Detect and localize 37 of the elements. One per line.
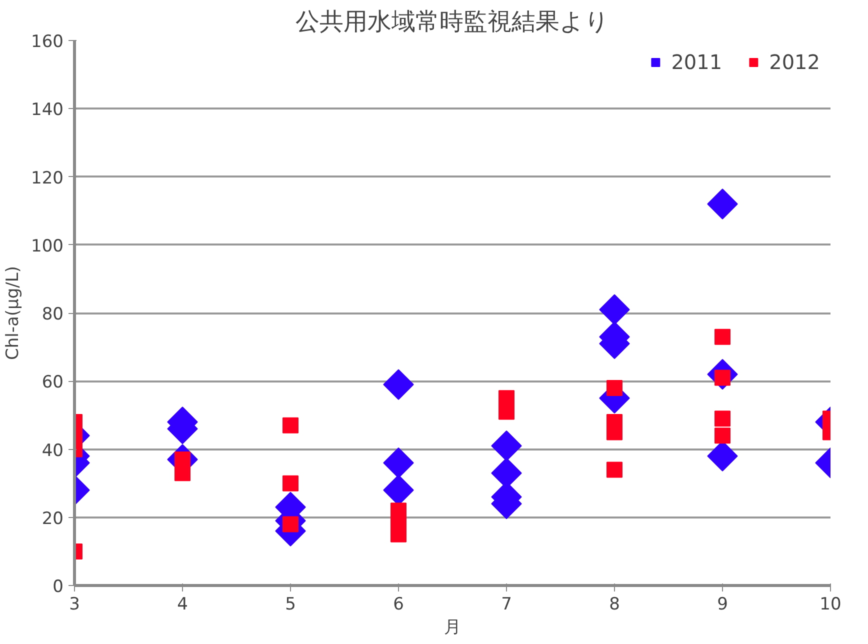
point: [707, 188, 738, 220]
y-tick-label: 20: [42, 508, 64, 529]
point: [282, 475, 298, 492]
point: [174, 465, 190, 482]
point: [282, 417, 298, 434]
legend-label: 2011: [671, 50, 722, 74]
x-tick-label: 9: [717, 594, 728, 614]
x-tick-label: 5: [285, 594, 296, 614]
x-tick-label: 10: [820, 594, 842, 614]
x-tick-label: 7: [501, 594, 512, 614]
point: [714, 428, 730, 444]
point: [491, 430, 522, 462]
chart-title: 公共用水域常時監視結果より: [296, 8, 610, 36]
x-tick-label: 6: [393, 594, 404, 614]
point: [383, 448, 414, 478]
y-tick-label: 60: [42, 372, 64, 393]
point: [606, 462, 622, 478]
y-tick-label: 40: [42, 440, 64, 461]
x-tick-label: 8: [609, 594, 620, 614]
legend-label: 2012: [769, 50, 820, 74]
x-axis-title: 月: [444, 618, 461, 638]
point: [282, 516, 298, 532]
x-tick-label: 4: [177, 594, 188, 614]
y-tick-label: 80: [42, 304, 64, 324]
point: [383, 369, 414, 400]
y-tick-label: 0: [52, 577, 64, 597]
point: [498, 404, 514, 420]
y-tick-label: 120: [31, 168, 64, 188]
x-tick-label: 3: [69, 594, 80, 614]
y-tick-label: 140: [31, 100, 64, 120]
y-tick-label: 100: [31, 236, 64, 256]
y-axis-title: Chl-a(µg/L): [3, 266, 24, 360]
point: [599, 294, 630, 325]
point: [714, 410, 730, 427]
point: [606, 380, 622, 396]
point: [714, 328, 730, 345]
y-tick-label: 160: [31, 32, 64, 52]
